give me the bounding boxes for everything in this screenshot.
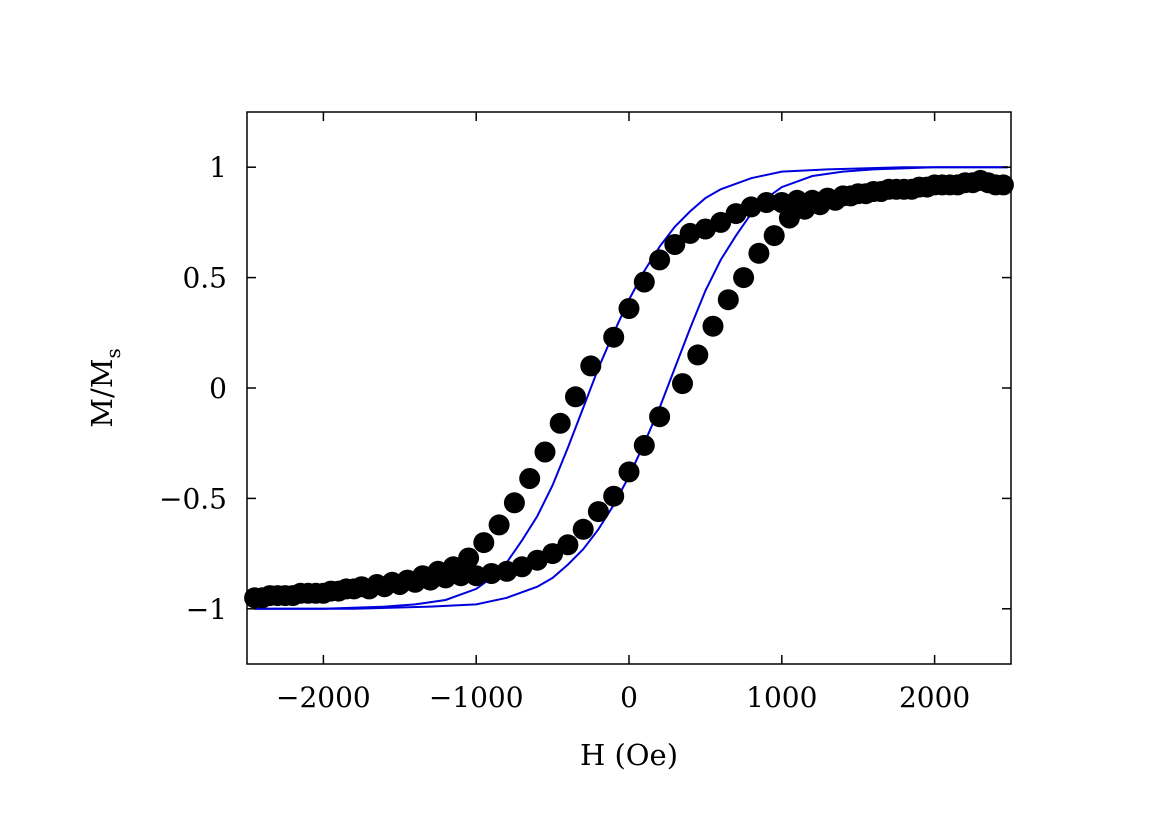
data-point	[863, 181, 884, 202]
axis-ticks	[247, 112, 1011, 664]
data-point	[702, 315, 724, 337]
data-point	[335, 578, 357, 600]
x-tick-label: −1000	[429, 681, 524, 714]
data-point	[786, 189, 808, 211]
data-point	[580, 355, 602, 377]
data-point	[939, 174, 961, 196]
data-point	[717, 289, 739, 311]
data-point	[687, 344, 709, 366]
data-point	[954, 172, 976, 194]
data-point	[587, 501, 609, 523]
fit-curves	[254, 166, 1008, 610]
y-tick-label: −0.5	[159, 482, 227, 515]
data-point	[748, 242, 770, 264]
data-point	[977, 172, 999, 194]
data-point	[473, 532, 495, 554]
data-point	[603, 485, 625, 507]
data-point	[534, 441, 556, 463]
data-point	[801, 189, 823, 211]
data-point	[351, 576, 373, 598]
data-point	[572, 518, 594, 540]
data-point	[305, 582, 327, 604]
data-point	[618, 461, 640, 483]
data-point	[259, 585, 281, 607]
data-point	[381, 571, 403, 593]
data-point	[908, 176, 930, 198]
data-point	[557, 534, 579, 556]
data-point	[778, 207, 800, 229]
x-tick-labels: −2000 −1000 0 1000 2000	[276, 681, 970, 714]
data-point	[549, 412, 571, 434]
data-point	[832, 185, 854, 207]
data-point	[649, 249, 671, 271]
data-point	[763, 225, 785, 247]
x-tick-label: 2000	[899, 681, 970, 714]
data-point	[771, 192, 793, 213]
y-tick-label: −1	[186, 593, 227, 626]
data-point	[847, 183, 869, 205]
data-point	[603, 326, 625, 348]
data-point	[465, 565, 487, 587]
data-points	[244, 169, 1014, 609]
data-point	[679, 222, 701, 244]
data-point	[366, 574, 388, 595]
data-point	[481, 563, 502, 584]
data-point	[664, 234, 686, 255]
y-tick-labels: −1 −0.5 0 0.5 1	[159, 151, 227, 626]
data-point	[672, 373, 693, 395]
fit-line-upper	[254, 166, 1008, 610]
data-point	[503, 492, 525, 514]
fit-line-lower	[254, 166, 1008, 610]
data-point	[649, 406, 671, 428]
data-point	[565, 386, 586, 408]
data-point	[488, 514, 510, 536]
x-tick-label: 0	[620, 681, 638, 714]
y-tick-label: 1	[209, 151, 227, 184]
data-point	[618, 298, 640, 319]
y-tick-label: 0	[209, 372, 227, 405]
data-point	[633, 271, 655, 293]
y-axis-title-subscript: s	[101, 348, 125, 358]
y-axis-title: M/Ms	[85, 348, 125, 427]
x-axis-title: H (Oe)	[580, 738, 678, 772]
y-tick-label: 0.5	[182, 262, 227, 295]
x-tick-label: −2000	[276, 681, 371, 714]
data-point	[458, 547, 480, 569]
x-tick-label: 1000	[746, 681, 817, 714]
data-point	[878, 178, 900, 200]
data-point	[542, 543, 564, 565]
data-point	[893, 178, 915, 200]
y-axis-title-main: M/M	[85, 359, 119, 428]
data-point	[725, 203, 747, 225]
data-point	[924, 174, 946, 196]
data-point	[519, 468, 541, 489]
data-point	[633, 434, 655, 456]
data-point	[992, 174, 1014, 196]
data-point	[733, 267, 755, 289]
data-point	[274, 585, 296, 607]
